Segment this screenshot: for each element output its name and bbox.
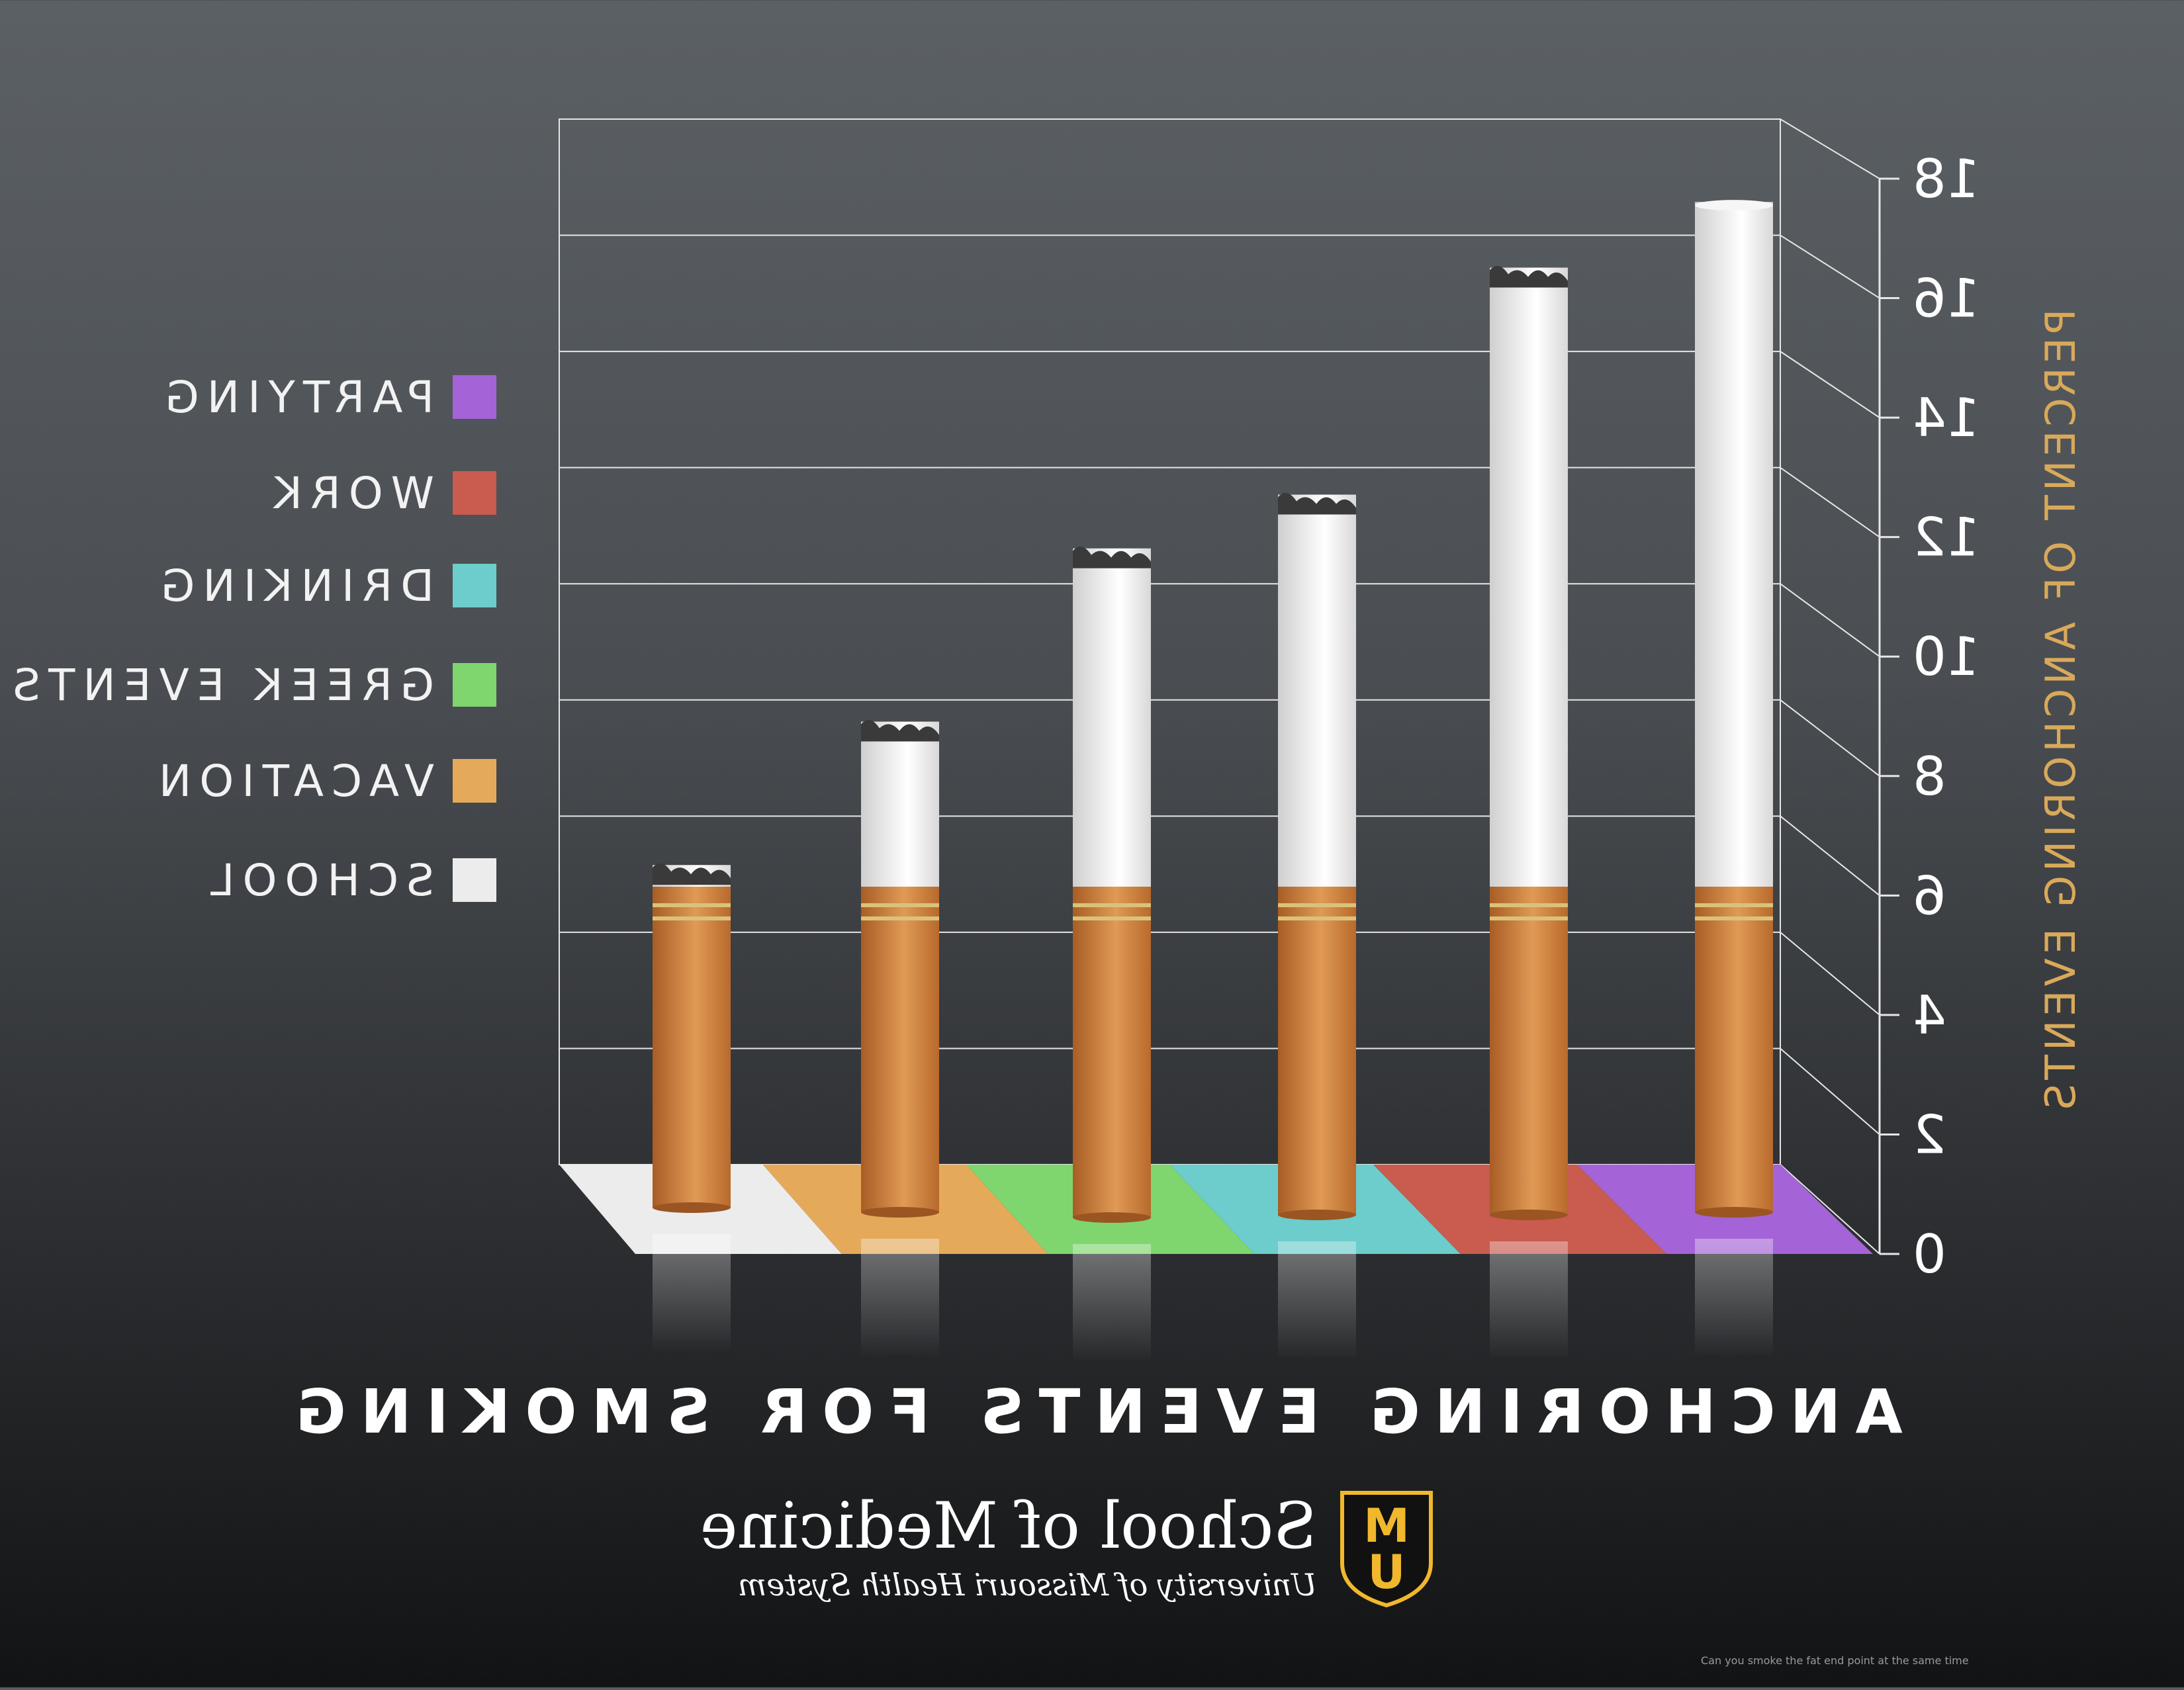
axis-layer: 0 2 4 6 8 10 12 14 16 18 PERCENT OF ANCHORING EVEN… [1878, 148, 2085, 1285]
grid-diagonal [1780, 1164, 1880, 1255]
y-tick-label: 10 [1913, 626, 1980, 688]
bar-filter [1278, 887, 1356, 1215]
chart-title: ANCHORING EVENTS FOR SMOKING [281, 1376, 1903, 1447]
y-tick-label: 16 [1913, 268, 1980, 330]
bar-reflection [1490, 1241, 1568, 1360]
bar-reflection [861, 1239, 939, 1358]
bar-base [1073, 1212, 1151, 1223]
bar-ash [1073, 547, 1151, 568]
cigarette-bar [653, 863, 731, 1353]
y-tick-label: 8 [1913, 746, 1946, 807]
bar-filter [1490, 887, 1568, 1215]
bar-cap [1695, 200, 1773, 211]
mu-shield-icon: M U [1340, 1491, 1433, 1608]
bar-filter [1073, 887, 1151, 1218]
bar-base [1490, 1210, 1568, 1220]
y-tick-label: 14 [1913, 387, 1980, 449]
cigarette-bar [1073, 547, 1151, 1363]
bar-base [861, 1207, 939, 1218]
brand-subtitle: University of Missouri Health System [737, 1567, 1317, 1603]
svg-text:U: U [1368, 1545, 1406, 1599]
bar-paper [1278, 494, 1356, 887]
bar-paper [1490, 267, 1568, 887]
grid-diagonal [1780, 699, 1880, 777]
cigarette-bar [1490, 265, 1568, 1360]
grid-diagonal [1780, 583, 1880, 658]
bar-reflection [1073, 1244, 1151, 1363]
bar-filter [861, 887, 939, 1212]
y-tick-label: 18 [1913, 148, 1980, 210]
bar-reflection [1695, 1239, 1773, 1358]
bar-ash [861, 719, 939, 742]
bar-ash [1490, 265, 1568, 288]
cigarette-bar [1278, 492, 1356, 1360]
bar-ash [1278, 492, 1356, 515]
bar-base [653, 1202, 731, 1213]
bars-layer [653, 200, 1773, 1363]
cigarette-bar [861, 719, 939, 1358]
bar-filter [653, 887, 731, 1208]
grid-diagonal [1780, 1047, 1880, 1135]
grid-layer [559, 118, 1880, 1255]
grid-diagonal [1780, 118, 1880, 179]
grid-diagonal [1780, 351, 1880, 418]
grid-diagonal [1780, 932, 1880, 1016]
bar-base [1695, 1207, 1773, 1218]
bar-ash [653, 863, 731, 885]
y-tick-label: 12 [1913, 507, 1980, 568]
bar-paper [861, 721, 939, 887]
y-tick-label: 0 [1913, 1223, 1946, 1285]
school-of-medicine-logo: M U School of Medicine University of Mis… [700, 1489, 1436, 1621]
svg-text:M: M [1363, 1499, 1410, 1553]
y-axis-label: PERCENT OF ANCHORING EVENTS [2036, 309, 2085, 1114]
bar-base [1278, 1210, 1356, 1220]
brand-name: School of Medicine [700, 1489, 1317, 1563]
grid-diagonal [1780, 467, 1880, 538]
bar-filter [1695, 887, 1773, 1212]
footnote: Can you smoke the fat end point at the s… [1701, 1654, 1969, 1667]
cigarette-bar [1695, 200, 1773, 1358]
y-tick-label: 6 [1913, 865, 1946, 926]
back-wall [559, 118, 1781, 1165]
bar-reflection [1278, 1241, 1356, 1360]
y-tick-label: 2 [1913, 1104, 1946, 1165]
y-tick-label: 4 [1913, 985, 1946, 1046]
grid-diagonal [1780, 815, 1880, 897]
bar-paper [1695, 202, 1773, 887]
bar-paper [1073, 548, 1151, 887]
bar-reflection [653, 1234, 731, 1353]
grid-diagonal [1780, 234, 1880, 299]
floor-layer [559, 1165, 1873, 1254]
